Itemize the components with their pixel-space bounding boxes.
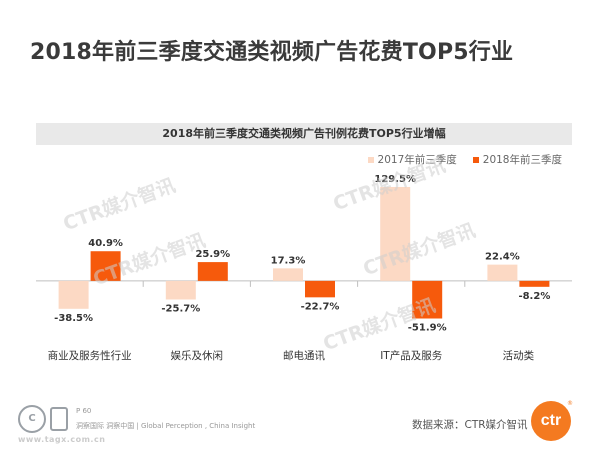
registered-mark: ® [567, 400, 573, 407]
bar-2018-1 [197, 262, 228, 281]
data-label: 17.3% [271, 255, 306, 266]
bar-2018-4 [519, 280, 550, 287]
chart-container: 2018年前三季度交通类视频广告刊例花费TOP5行业增幅 2017年前三季度 2… [36, 123, 572, 378]
footer-branding: C P 60 洞察国际 洞察中国 | Global Perception , C… [18, 405, 318, 445]
page-number: P 60 [76, 407, 92, 415]
data-label: -8.2% [518, 291, 550, 302]
data-source: 数据来源：CTR媒介智讯 [412, 419, 528, 431]
data-label: -38.5% [54, 313, 93, 324]
data-label: -51.9% [408, 323, 447, 334]
category-label: 商业及服务性行业 [48, 349, 132, 362]
bar-2017-3 [380, 186, 411, 281]
data-label: 22.4% [485, 252, 520, 263]
legend-label-2018: 2018年前三季度 [482, 154, 562, 166]
category-label: 活动类 [503, 349, 535, 362]
footer-tagline: 洞察国际 洞察中国 | Global Perception , China In… [76, 422, 256, 430]
bar-2017-2 [273, 268, 303, 281]
legend-swatch-2017 [367, 156, 374, 163]
legend-item-2017: 2017年前三季度 [367, 152, 457, 167]
data-label: -25.7% [161, 304, 200, 315]
chart-legend: 2017年前三季度 2018年前三季度 [367, 152, 562, 167]
data-label: 40.9% [88, 238, 123, 249]
legend-label-2017: 2017年前三季度 [377, 154, 457, 166]
ctr-logo: ctr [531, 401, 571, 441]
chart-title: 2018年前三季度交通类视频广告刊例花费TOP5行业增幅 [36, 123, 572, 145]
legend-item-2018: 2018年前三季度 [472, 152, 562, 167]
page-title: 2018年前三季度交通类视频广告花费TOP5行业 [30, 40, 514, 65]
bar-2017-4 [487, 264, 518, 281]
category-label: IT产品及服务 [380, 349, 443, 362]
bar-2017-0 [58, 280, 89, 309]
category-label: 邮电通讯 [283, 349, 325, 362]
footer-url: www.tagx.com.cn [18, 435, 106, 444]
bar-chart: -38.5% 40.9% 商业及服务性行业 -25.7% 25.9% 娱乐及休闲 17.3%… [36, 174, 572, 362]
certification-seal-icon: C [18, 405, 46, 433]
data-label: -22.7% [301, 301, 340, 312]
bar-2018-3 [412, 280, 443, 319]
data-label: 25.9% [195, 249, 230, 260]
shield-badge-icon [50, 407, 68, 431]
category-label: 娱乐及休闲 [171, 349, 224, 362]
data-label: 129.5% [374, 174, 416, 185]
bar-2017-1 [165, 280, 196, 300]
legend-swatch-2018 [472, 156, 479, 163]
bar-2018-0 [90, 251, 121, 281]
bar-2018-2 [305, 280, 335, 298]
